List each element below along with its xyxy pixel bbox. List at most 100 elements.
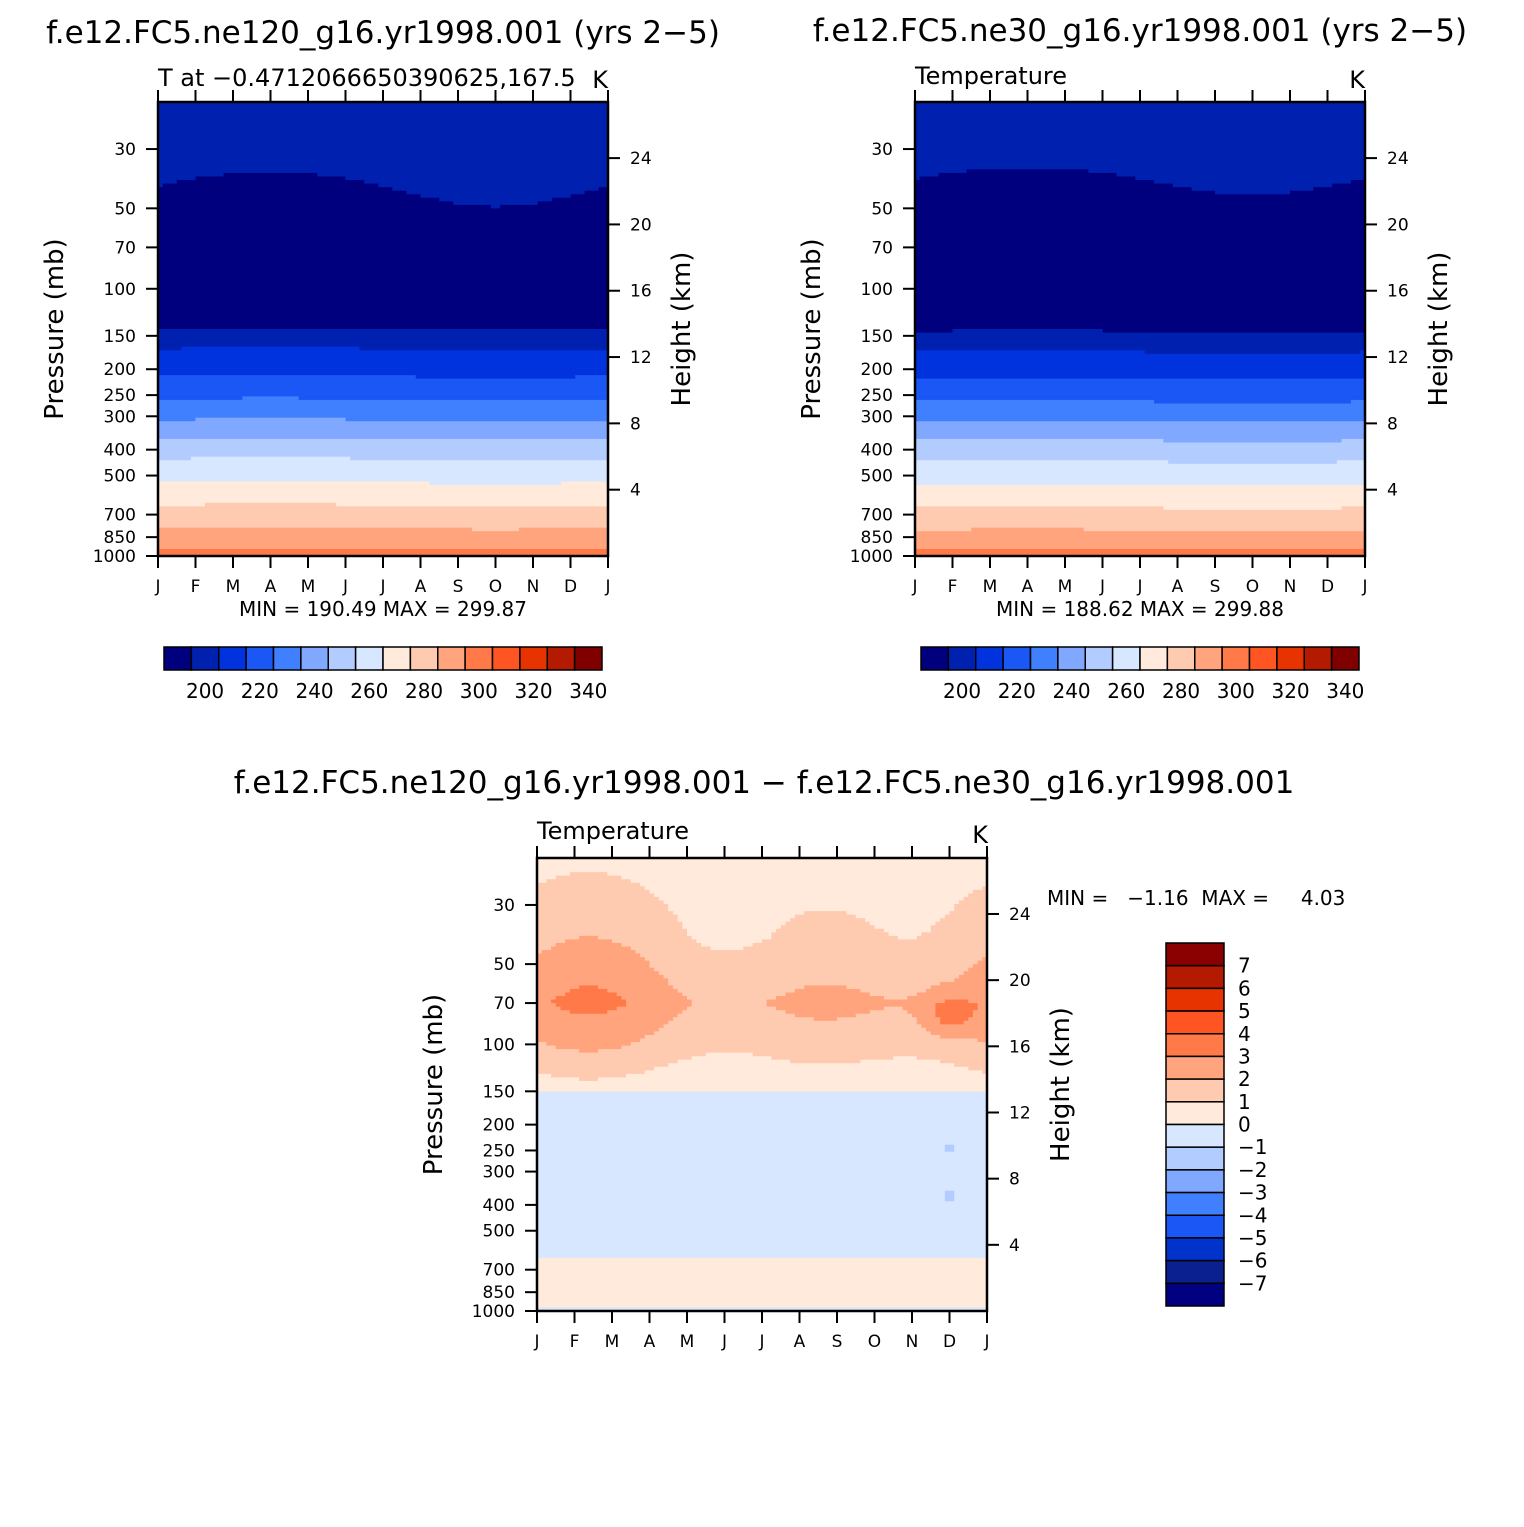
contour-cell <box>654 893 969 898</box>
contour-cell <box>915 343 1365 348</box>
contour-cell <box>158 360 608 366</box>
contour-cell <box>158 516 608 522</box>
contour-cell <box>915 183 1174 188</box>
x-tick-label: J <box>1361 577 1367 597</box>
y-tick-label: 70 <box>493 994 515 1014</box>
contour-cell <box>621 1045 987 1050</box>
contour-cell <box>972 964 987 969</box>
contour-cell <box>915 463 1365 468</box>
colorbar-box <box>573 646 603 671</box>
contour-cell <box>158 148 608 153</box>
contour-cell <box>158 392 608 397</box>
contour-cell <box>672 911 805 916</box>
contour-cell <box>1083 527 1365 532</box>
colorbar-box <box>1165 1123 1225 1148</box>
contour-cell <box>915 279 1365 284</box>
colorbar-box <box>975 646 1004 671</box>
contour-cell <box>915 382 1365 387</box>
contour-cell <box>336 502 608 507</box>
contour-cell <box>158 545 608 550</box>
contour-cell <box>537 865 987 870</box>
contour-cell <box>537 1052 707 1057</box>
contour-cell <box>668 904 955 909</box>
contour-cell <box>158 300 608 305</box>
contour-cell <box>790 918 866 923</box>
contour-cell <box>569 1010 608 1015</box>
contour-cell <box>537 1059 679 1064</box>
contour-cell <box>915 329 954 334</box>
contour-cell <box>158 375 417 380</box>
contour-cell <box>537 1211 987 1217</box>
contour-cell <box>537 964 651 969</box>
contour-cell <box>1332 183 1365 188</box>
contour-cell <box>663 974 960 979</box>
contour-cell <box>1341 506 1365 511</box>
contour-cell <box>935 921 987 926</box>
contour-cell <box>1290 190 1365 195</box>
contour-cell <box>158 385 608 390</box>
contour-cell <box>915 552 1365 556</box>
contour-cell <box>1154 180 1352 185</box>
y-tick-label: 850 <box>861 528 893 548</box>
contour-cell <box>537 882 641 887</box>
contour-cell <box>915 424 1365 429</box>
contour-cell <box>158 126 608 131</box>
colorbar-label: −3 <box>1238 1181 1267 1205</box>
y-tick-label: 300 <box>104 407 136 427</box>
contour-cell <box>935 1010 974 1015</box>
contour-cell <box>915 516 1365 522</box>
contour-cell <box>915 282 1365 288</box>
contour-cell <box>1154 399 1352 405</box>
contour-cell <box>551 197 608 202</box>
contour-cell <box>785 921 871 926</box>
contour-cell <box>158 378 608 383</box>
contour-cell <box>915 318 1365 323</box>
contour-cell <box>158 332 608 337</box>
contour-cell <box>158 527 473 532</box>
contour-cell <box>649 964 974 969</box>
contour-cell <box>677 914 796 919</box>
contour-cell <box>158 165 608 170</box>
contour-cell <box>915 286 1365 291</box>
contour-cell <box>1116 172 1365 178</box>
x-tick-label: M <box>1058 577 1073 597</box>
contour-cell <box>940 1034 987 1040</box>
x-tick-label: N <box>906 1332 919 1352</box>
contour-cell <box>158 275 608 280</box>
contour-cell <box>537 1151 987 1156</box>
contour-cell <box>915 456 1365 461</box>
colorbar-box <box>1165 1214 1225 1239</box>
x-tick-label: A <box>794 1332 806 1352</box>
contour-cell <box>771 935 899 940</box>
contour-cell <box>668 978 955 983</box>
contour-cell <box>490 204 501 210</box>
contour-cell <box>537 1187 987 1192</box>
contour-cell <box>668 1063 955 1068</box>
contour-cell <box>537 1013 679 1018</box>
contour-cell <box>682 921 787 926</box>
height-tick-label: 16 <box>1009 1037 1031 1057</box>
contour-cell <box>158 552 608 556</box>
contour-cell <box>915 538 1365 543</box>
contour-cell <box>158 250 608 256</box>
contour-cell <box>1336 460 1365 465</box>
contour-cell <box>846 911 951 916</box>
colorbar-box <box>1330 646 1360 671</box>
colorbar-box <box>1165 1078 1225 1103</box>
contour-cell <box>915 144 1365 149</box>
contour-cell <box>907 1010 937 1015</box>
contour-cell <box>537 1197 946 1202</box>
contour-cell <box>954 1190 987 1195</box>
contour-cell <box>537 1102 987 1107</box>
contour-cell <box>915 364 1365 369</box>
contour-cell <box>930 928 987 933</box>
x-tick-label: S <box>1210 577 1221 597</box>
contour-cell <box>804 911 847 916</box>
contour-cell <box>158 399 608 405</box>
contour-cell <box>915 378 1365 383</box>
x-tick-label: M <box>605 1332 620 1352</box>
height-tick-label: 20 <box>630 215 652 235</box>
contour-cell <box>158 431 608 437</box>
colorbar-box <box>947 646 977 671</box>
contour-cell <box>963 1020 987 1025</box>
